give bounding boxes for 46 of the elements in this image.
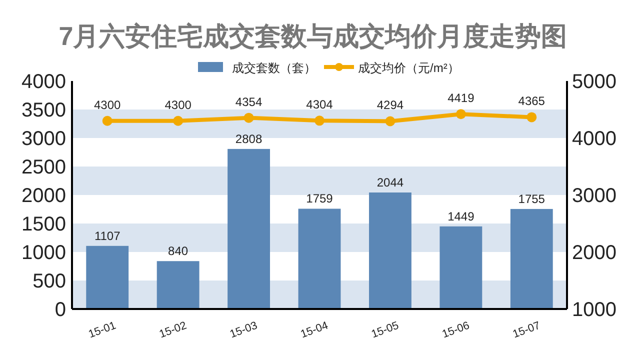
x-tick-label: 15-04	[299, 320, 330, 341]
data-label: 2044	[376, 175, 404, 190]
y-tick-label: 3000	[22, 128, 66, 150]
y-tick-label: 4000	[22, 71, 66, 93]
y-tick-label: 1500	[22, 214, 66, 236]
legend-label: 成交套数（套）	[232, 61, 316, 75]
data-label: 840	[168, 244, 188, 258]
y-tick-label: 2500	[22, 156, 66, 178]
bar	[156, 261, 200, 309]
x-tick-label: 15-05	[370, 320, 400, 341]
chart-title: 7月六安住宅成交套数与成交均价月度走势图	[58, 21, 568, 51]
y-tick-label: 500	[32, 270, 66, 292]
legend-label: 成交均价（元/m²）	[358, 61, 460, 75]
bar	[228, 148, 270, 309]
y2-tick-label: 1000	[572, 299, 616, 321]
data-label: 1449	[448, 209, 475, 224]
data-label: 4354	[235, 94, 262, 109]
x-tick-label: 15-03	[228, 320, 260, 341]
data-label: 1107	[94, 228, 121, 243]
line: 4300 4300 4354 4304 4294 4419 4365	[94, 91, 545, 126]
x-tick-label: 15-07	[511, 320, 542, 341]
data-label: 2808	[235, 132, 262, 146]
x-tick-label: 15-06	[440, 320, 472, 341]
y2-tick-label: 3000	[572, 185, 616, 207]
bar	[440, 226, 482, 309]
x-tick-label: 15-01	[87, 320, 118, 341]
bar	[86, 246, 129, 309]
y-tick-label: 1000	[22, 242, 66, 264]
y-tick-label: 2000	[22, 185, 66, 207]
data-label: 4300	[164, 98, 192, 112]
data-label: 1755	[518, 192, 546, 206]
data-label: 4365	[518, 94, 546, 108]
y2-tick-label: 2000	[572, 242, 616, 264]
bar	[298, 208, 341, 309]
y-tick-label: 3500	[22, 100, 66, 122]
data-label: 4304	[306, 98, 334, 112]
x-tick-label: 15-02	[158, 320, 188, 341]
bar	[510, 208, 553, 309]
bar	[369, 192, 412, 309]
y-tick-label: 0	[54, 299, 66, 321]
data-label: 4300	[94, 98, 122, 112]
y2-tick-label: 4000	[572, 128, 616, 150]
data-label: 4294	[376, 98, 404, 112]
y2-tick-label: 5000	[572, 71, 616, 93]
data-label: 1759	[306, 192, 334, 206]
data-label: 4419	[448, 91, 475, 106]
